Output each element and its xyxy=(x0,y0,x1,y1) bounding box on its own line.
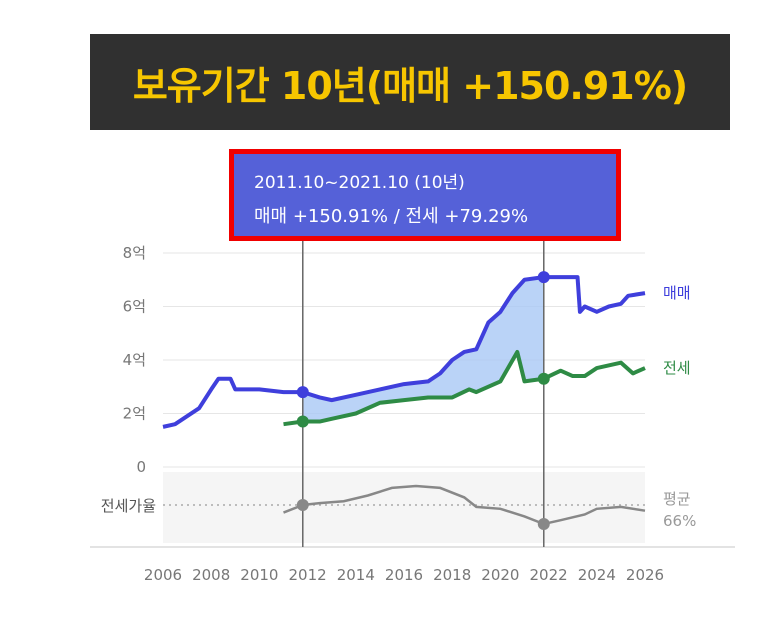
selection-point xyxy=(537,271,550,284)
series-label: 매매 xyxy=(663,284,691,302)
x-tick-label: 2026 xyxy=(626,566,664,584)
title-text: 보유기간 10년(매매 +150.91%) xyxy=(132,63,688,108)
ratio-point xyxy=(537,518,550,530)
x-tick-label: 2006 xyxy=(144,566,182,584)
ratio-average-value: 66% xyxy=(663,512,696,530)
title-banner: 보유기간 10년(매매 +150.91%) xyxy=(90,34,730,130)
selection-area-fill xyxy=(302,277,544,422)
ratio-line xyxy=(283,484,646,526)
ratio-average-label: 평균 xyxy=(663,490,691,508)
y-tick-label: 2억 xyxy=(123,405,146,423)
ratio-panel-bg xyxy=(163,472,645,543)
y-tick-label: 0 xyxy=(136,458,146,476)
x-tick-label: 2022 xyxy=(530,566,568,584)
tooltip-period: 2011.10~2021.10 (10년) xyxy=(254,173,465,193)
series-line-jeonse xyxy=(283,349,646,427)
x-tick-label: 2012 xyxy=(289,566,327,584)
x-tick-label: 2016 xyxy=(385,566,423,584)
y-tick-label: 8억 xyxy=(123,244,146,262)
selection-point xyxy=(296,415,309,428)
x-tick-label: 2020 xyxy=(481,566,519,584)
x-tick-label: 2018 xyxy=(433,566,471,584)
series-line-sale xyxy=(162,275,646,429)
x-tick-label: 2010 xyxy=(240,566,278,584)
series-label: 전세 xyxy=(663,359,691,377)
ratio-point xyxy=(296,499,309,511)
holding-period-tooltip: 2011.10~2021.10 (10년) 매매 +150.91% / 전세 +… xyxy=(229,149,621,241)
x-tick-label: 2014 xyxy=(337,566,375,584)
x-tick-label: 2024 xyxy=(578,566,616,584)
ratio-label: 전세가율 xyxy=(101,497,156,515)
selection-point xyxy=(296,386,309,399)
selection-point xyxy=(537,372,550,385)
y-tick-label: 6억 xyxy=(123,298,146,316)
y-tick-label: 4억 xyxy=(123,351,146,369)
tooltip-summary: 매매 +150.91% / 전세 +79.29% xyxy=(254,206,529,227)
x-tick-label: 2008 xyxy=(192,566,230,584)
